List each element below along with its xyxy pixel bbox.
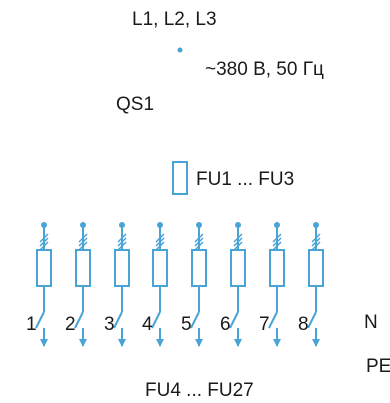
branch-fuse [308, 249, 324, 287]
branch-circuit-3: 3 [104, 222, 130, 347]
branch-circuit-6: 6 [220, 222, 246, 347]
branch-circuit-4: 4 [142, 222, 168, 347]
supply-label: ~380 В, 50 Гц [205, 59, 324, 80]
circuit-number: 8 [298, 314, 309, 335]
branch-fuse [75, 249, 91, 287]
branch-circuit-1: 1 [26, 222, 52, 347]
main-fuses-label: FU1 ... FU3 [196, 169, 294, 190]
group-fuses-label: FU4 ... FU27 [145, 380, 254, 401]
circuit-number: 4 [142, 314, 153, 335]
branch-fuse [152, 249, 168, 287]
ground-icon [330, 372, 350, 382]
pe-label: PE [366, 356, 390, 377]
branch-fuse [230, 249, 246, 287]
branch-fuse [191, 249, 207, 287]
branch-circuit-2: 2 [65, 222, 91, 347]
circuit-number: 1 [26, 314, 37, 335]
neutral-label: N [364, 312, 378, 333]
incoming-supply [177, 47, 183, 53]
neutral-pe-bond [324, 318, 340, 372]
circuit-number: 5 [181, 314, 192, 335]
circuit-number: 3 [104, 314, 115, 335]
breaker-qs1 [168, 102, 186, 162]
branch-fuse [114, 249, 130, 287]
branch-circuit-7: 7 [259, 222, 285, 347]
branch-circuit-5: 5 [181, 222, 207, 347]
circuit-number: 2 [65, 314, 76, 335]
branch-fuse [36, 249, 52, 287]
branch-fuse [269, 249, 285, 287]
breaker-label: QS1 [116, 94, 154, 115]
phases-label: L1, L2, L3 [132, 9, 217, 30]
circuit-number: 7 [259, 314, 270, 335]
main-fuse [172, 161, 188, 195]
branch-circuit-8: 8 [298, 222, 324, 347]
circuit-number: 6 [220, 314, 231, 335]
branch-circuits: 1 2 3 4 5 6 7 8 [26, 222, 324, 347]
